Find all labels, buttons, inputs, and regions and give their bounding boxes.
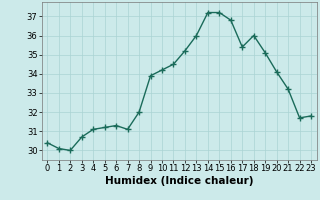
X-axis label: Humidex (Indice chaleur): Humidex (Indice chaleur) bbox=[105, 176, 253, 186]
